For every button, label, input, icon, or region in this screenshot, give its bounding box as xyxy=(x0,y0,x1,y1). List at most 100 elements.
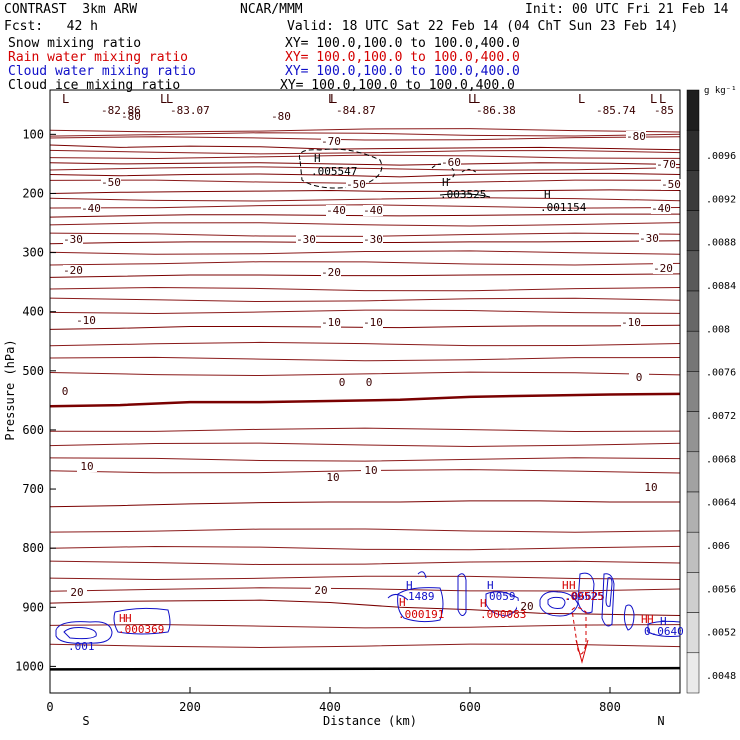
temperature-contour-label: -40 xyxy=(651,202,671,215)
contour-label-bg xyxy=(629,372,649,383)
low-marker: L xyxy=(473,92,480,106)
rain-water-max-value: .000369 xyxy=(118,623,164,636)
contour-label-bg xyxy=(76,315,96,326)
colorbar-swatch xyxy=(686,330,700,372)
temperature-contour-line xyxy=(49,442,681,447)
contour-label-bg xyxy=(321,267,341,278)
rain-field-xy: XY= 100.0,100.0 to 100.0,400.0 xyxy=(285,50,520,65)
colorbar-swatch xyxy=(686,371,700,412)
colorbar-label: .006 xyxy=(706,541,730,552)
low-marker: L xyxy=(659,92,666,106)
temperature-contour-line xyxy=(49,545,681,551)
snow-field-xy: XY= 100.0,100.0 to 100.0,400.0 xyxy=(285,36,520,51)
cloud-water-max-value: .001 xyxy=(68,640,95,653)
contour-label-bg xyxy=(321,317,341,328)
x-end-label-north: N xyxy=(657,714,664,728)
contour-label-bg xyxy=(359,377,379,388)
colorbar-swatch xyxy=(686,250,700,292)
snow-high-marker: H xyxy=(314,152,321,165)
temperature-contour-line xyxy=(49,189,681,194)
contour-label-bg xyxy=(81,203,101,214)
contour-label-bg xyxy=(656,159,676,170)
temperature-contour-label: -80 xyxy=(121,110,141,123)
snow-contour xyxy=(298,148,383,189)
temperature-contour-label: 0 xyxy=(636,371,643,384)
cloud-water-contour xyxy=(63,627,97,640)
contour-label-bg xyxy=(363,205,383,216)
colorbar-label: .0056 xyxy=(706,584,736,595)
temperature-contour-line xyxy=(49,273,681,278)
temperature-contour-label: -20 xyxy=(653,262,673,275)
surface-line xyxy=(49,666,681,671)
plot-border xyxy=(49,89,681,694)
y-tick-label: 700 xyxy=(22,482,44,496)
temperature-contour-label: 0 xyxy=(366,376,373,389)
contour-label-bg xyxy=(661,179,681,190)
temperature-contour-label: -40 xyxy=(326,204,346,217)
contour-label-bg xyxy=(323,472,343,483)
cloud-water-field-xy: XY= 100.0,100.0 to 100.0,400.0 xyxy=(285,64,520,79)
cloud-water-high-marker: H xyxy=(660,615,667,628)
cloud-water-contour xyxy=(485,591,519,617)
rain-water-high-marker: H xyxy=(125,612,132,625)
cloud-water-contour xyxy=(457,573,467,616)
cloud-ice-field-label: Cloud ice mixing ratio xyxy=(8,78,181,93)
contour-label-bg xyxy=(321,136,341,147)
contour-label-bg xyxy=(621,317,641,328)
temperature-contour-label: 10 xyxy=(644,481,657,494)
contour-label-bg xyxy=(63,265,83,276)
x-tick-label: 800 xyxy=(599,700,621,714)
rain-water-high-marker: H xyxy=(399,596,406,609)
low-value-label: -82.86 xyxy=(101,104,141,117)
colorbar: .0048 .0052 .0056 .006 .0064 .0068 .0072 .0076.… xyxy=(686,86,737,694)
temperature-contour-label: -50 xyxy=(346,178,366,191)
contour-label-bg xyxy=(363,317,383,328)
temperature-contour-label: -10 xyxy=(76,314,96,327)
y-tick-label: 300 xyxy=(22,246,44,260)
contour-label-bg xyxy=(651,203,671,214)
cloud-water-field-label: Cloud water mixing ratio xyxy=(8,64,196,79)
contour-label-bg xyxy=(363,234,383,245)
contour-label-bg xyxy=(639,233,659,244)
temperature-contour-label: 0 xyxy=(339,376,346,389)
colorbar-label: .008 xyxy=(706,324,730,335)
snow-max-value: .001154 xyxy=(540,201,587,214)
temperature-contour-label: -80 xyxy=(271,110,291,123)
snow-max-value: .003525 xyxy=(440,188,486,201)
temperature-contour-line xyxy=(49,599,681,617)
temperature-contour-label: 20 xyxy=(70,586,83,599)
colorbar-swatch xyxy=(686,290,700,332)
cloud-water-contour xyxy=(113,607,171,635)
colorbar-swatch xyxy=(686,652,700,694)
temperature-contour-label: -30 xyxy=(296,233,316,246)
temperature-contour-line xyxy=(49,149,681,155)
rain-water-high-marker: H xyxy=(641,613,648,626)
temperature-contour-label: -10 xyxy=(621,316,641,329)
cloud-water-high-marker: H xyxy=(487,579,494,592)
temperature-contour-label: 20 xyxy=(520,600,533,613)
contour-label-bg xyxy=(641,482,661,493)
temperature-contour-line xyxy=(49,528,681,533)
temperature-contour-label: 20 xyxy=(314,584,327,597)
temperature-contour-line xyxy=(49,172,681,178)
temperature-contour-line xyxy=(49,162,681,166)
temperature-contour-label: -40 xyxy=(81,202,101,215)
temperature-contour-line xyxy=(49,309,681,314)
x-tick-label: 0 xyxy=(46,700,53,714)
low-marker: L xyxy=(330,92,337,106)
low-marker: L xyxy=(578,92,585,106)
x-tick-label: 600 xyxy=(459,700,481,714)
temperature-contour-line xyxy=(49,261,681,266)
colorbar-label: .0052 xyxy=(706,628,736,639)
model-label: CONTRAST 3km ARW xyxy=(4,2,138,17)
temperature-contour-label: -20 xyxy=(321,266,341,279)
contour-label-bg xyxy=(296,234,316,245)
low-marker: L xyxy=(328,92,335,106)
colorbar-swatch xyxy=(686,129,700,171)
temperature-contour-label: -60 xyxy=(441,156,461,169)
colorbar-label: .0096 xyxy=(706,151,736,162)
contour-label-bg xyxy=(653,263,673,274)
y-tick-label: 800 xyxy=(22,541,44,555)
temperature-contour-label: -50 xyxy=(661,178,681,191)
